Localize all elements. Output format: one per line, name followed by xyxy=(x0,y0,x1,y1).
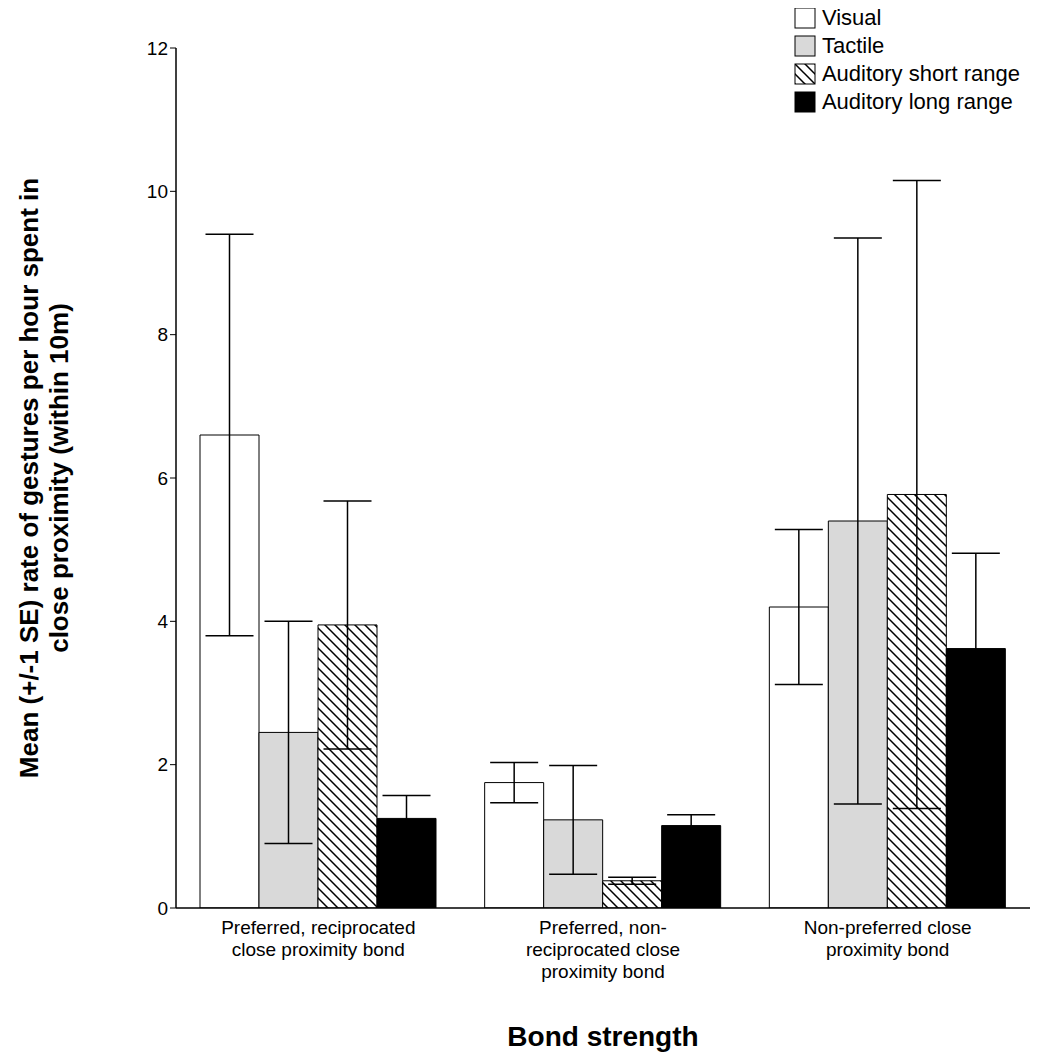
svg-text:Non-preferred closeproximity b: Non-preferred closeproximity bond xyxy=(804,917,972,960)
svg-text:Preferred, reciprocatedclose p: Preferred, reciprocatedclose proximity b… xyxy=(221,917,415,960)
svg-text:4: 4 xyxy=(157,611,168,632)
svg-text:0: 0 xyxy=(157,898,168,919)
html-text:Tactile: Tactile xyxy=(821,33,885,58)
svg-text:Bond strength: Bond strength xyxy=(507,1021,698,1052)
svg-text:Preferred, non-reciprocated cl: Preferred, non-reciprocated closeproximi… xyxy=(526,917,680,982)
svg-text:8: 8 xyxy=(157,324,168,345)
svg-text:12: 12 xyxy=(147,38,168,59)
svg-text:Mean (+/-1 SE) rate of gesture: Mean (+/-1 SE) rate of gestures per hour… xyxy=(14,178,74,778)
svg-text:2: 2 xyxy=(157,754,168,775)
html-text:Visual: Visual xyxy=(821,5,882,30)
html-text:Auditory short range: Auditory short range xyxy=(821,61,1020,86)
svg-text:6: 6 xyxy=(157,468,168,489)
svg-text:10: 10 xyxy=(147,181,168,202)
html-text:Auditory long range: Auditory long range xyxy=(821,89,1013,114)
